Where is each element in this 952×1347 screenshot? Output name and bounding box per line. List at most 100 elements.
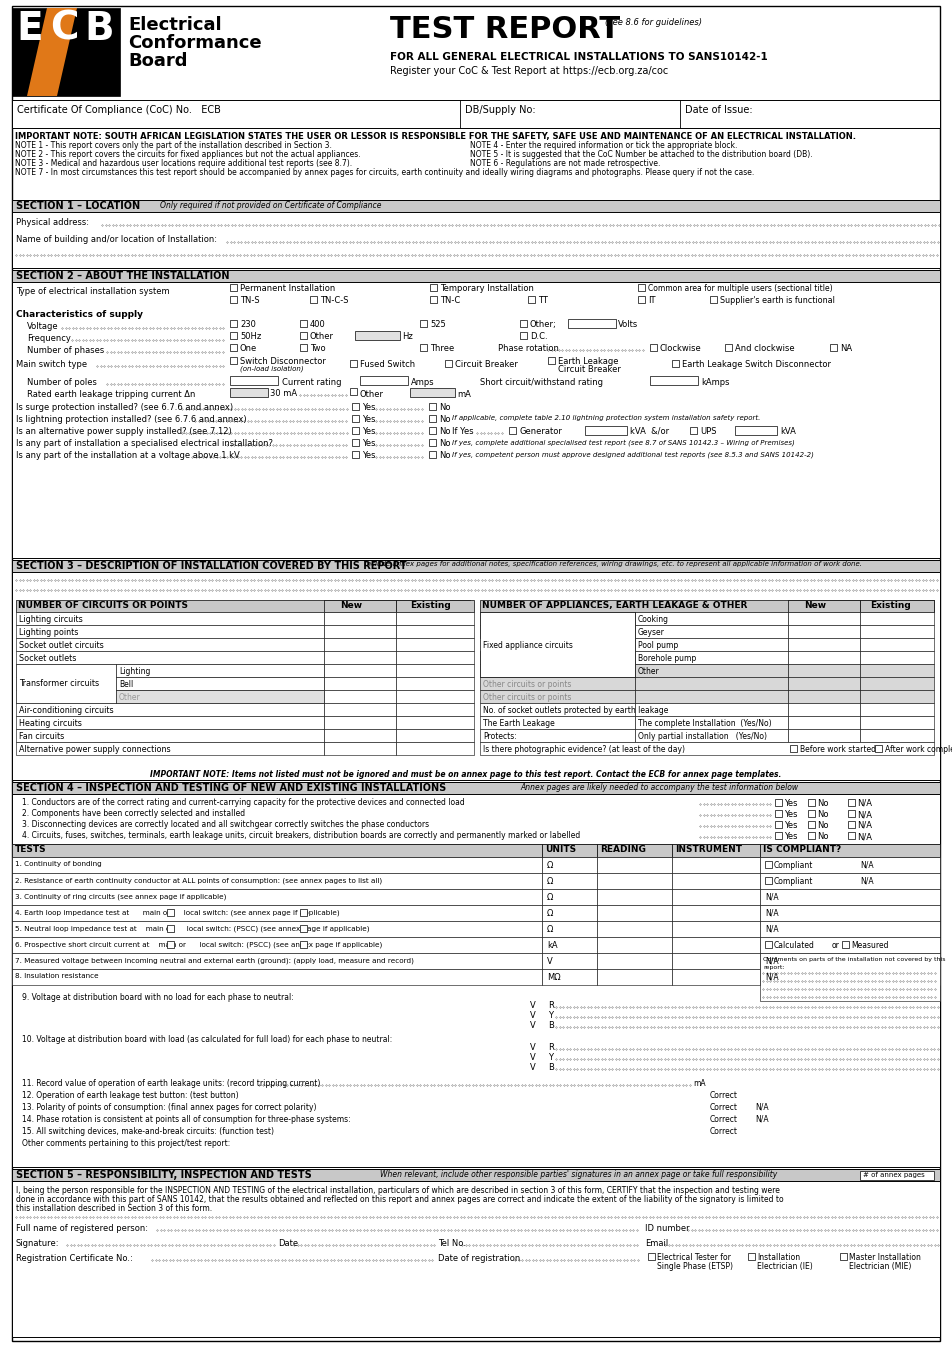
Bar: [352, 427, 359, 434]
Bar: [12, 905, 542, 921]
Text: Correct: Correct: [710, 1091, 738, 1100]
Text: Electrical Tester for: Electrical Tester for: [657, 1253, 731, 1262]
Bar: [808, 810, 815, 818]
Text: Clockwise: Clockwise: [660, 343, 702, 353]
Text: Lighting circuits: Lighting circuits: [19, 616, 83, 624]
Bar: [300, 321, 307, 327]
Bar: [638, 296, 645, 303]
Text: Ω: Ω: [547, 861, 553, 870]
Text: Yes: Yes: [784, 832, 798, 841]
Text: N/A: N/A: [755, 1115, 768, 1123]
Bar: [650, 376, 698, 385]
Bar: [735, 426, 777, 435]
Bar: [748, 1253, 755, 1259]
Text: ID number: ID number: [645, 1224, 689, 1233]
Bar: [597, 873, 672, 889]
Bar: [310, 296, 317, 303]
Bar: [300, 909, 307, 916]
Text: Transformer circuits: Transformer circuits: [19, 679, 99, 688]
Bar: [760, 952, 940, 1001]
Text: One: One: [240, 343, 257, 353]
Bar: [788, 612, 860, 625]
Bar: [672, 857, 760, 873]
Bar: [12, 8, 120, 96]
Text: Main switch type: Main switch type: [16, 360, 88, 369]
Bar: [12, 845, 940, 857]
Bar: [788, 599, 860, 612]
Text: UPS: UPS: [700, 427, 717, 436]
Bar: [396, 703, 474, 717]
Text: 400: 400: [310, 321, 326, 329]
Text: Is any part of installation a specialised electrical installation?: Is any part of installation a specialise…: [16, 439, 273, 449]
Bar: [808, 822, 815, 828]
Text: Comments on parts of the installation not covered by this: Comments on parts of the installation no…: [763, 956, 945, 962]
Text: or: or: [832, 942, 840, 950]
Bar: [12, 952, 542, 968]
Text: Three: Three: [430, 343, 454, 353]
Bar: [568, 319, 616, 329]
Text: N/A: N/A: [857, 822, 872, 830]
Bar: [760, 968, 940, 985]
Text: Fan circuits: Fan circuits: [19, 731, 64, 741]
Bar: [396, 690, 474, 703]
Text: mA: mA: [693, 1079, 705, 1088]
Bar: [635, 651, 788, 664]
Text: Protects:: Protects:: [483, 731, 517, 741]
Bar: [542, 857, 597, 873]
Text: TEST REPORT: TEST REPORT: [390, 15, 620, 44]
Text: Other;: Other;: [530, 321, 557, 329]
Text: Existing: Existing: [410, 601, 450, 610]
Text: kAmps: kAmps: [701, 379, 729, 387]
Text: Two: Two: [310, 343, 326, 353]
Text: Fixed appliance circuits: Fixed appliance circuits: [483, 641, 573, 651]
Text: 11. Record value of operation of earth leakage units: (record tripping current): 11. Record value of operation of earth l…: [22, 1079, 321, 1088]
Text: 6. Prospective short circuit current at    main or      local switch: (PSCC) (se: 6. Prospective short circuit current at …: [15, 942, 383, 947]
Bar: [429, 403, 436, 409]
Bar: [116, 690, 324, 703]
Bar: [635, 612, 788, 625]
Bar: [860, 729, 934, 742]
Bar: [16, 664, 324, 678]
Bar: [324, 678, 396, 690]
Text: kVA  &/or: kVA &/or: [630, 427, 669, 436]
Text: Only partial installation   (Yes/No): Only partial installation (Yes/No): [638, 731, 767, 741]
Text: Correct: Correct: [710, 1127, 738, 1136]
Text: Compliant: Compliant: [774, 877, 813, 886]
Text: Other: Other: [310, 331, 334, 341]
Text: Generator: Generator: [519, 427, 562, 436]
Bar: [12, 857, 542, 873]
Bar: [860, 599, 934, 612]
Bar: [808, 799, 815, 806]
Text: Other circuits or points: Other circuits or points: [483, 692, 571, 702]
Bar: [597, 905, 672, 921]
Text: Switch Disconnector: Switch Disconnector: [240, 357, 326, 366]
Bar: [848, 822, 855, 828]
Bar: [635, 729, 788, 742]
Text: The complete Installation  (Yes/No): The complete Installation (Yes/No): [638, 719, 772, 727]
Text: Yes: Yes: [362, 427, 375, 436]
Text: Other: Other: [638, 667, 660, 676]
Text: Socket outlets: Socket outlets: [19, 655, 76, 663]
Bar: [396, 625, 474, 638]
Bar: [429, 427, 436, 434]
Text: Number of phases: Number of phases: [27, 346, 105, 356]
Bar: [12, 560, 940, 572]
Bar: [12, 845, 542, 857]
Bar: [396, 717, 474, 729]
Text: Earth Leakage: Earth Leakage: [558, 357, 619, 366]
Text: TN-S: TN-S: [240, 296, 260, 304]
Bar: [520, 321, 527, 327]
Text: TT: TT: [538, 296, 547, 304]
Text: N/A: N/A: [755, 1103, 768, 1113]
Text: Hz: Hz: [402, 331, 413, 341]
Text: Correct: Correct: [710, 1103, 738, 1113]
Bar: [480, 742, 934, 756]
Bar: [775, 799, 782, 806]
Text: If yes, complete additional specialised test report (see 8.7 of SANS 10142.3 – W: If yes, complete additional specialised …: [452, 439, 795, 446]
Bar: [12, 1169, 940, 1181]
Bar: [324, 599, 396, 612]
Bar: [788, 651, 860, 664]
Bar: [528, 296, 535, 303]
Text: Yes: Yes: [362, 403, 375, 412]
Bar: [775, 832, 782, 839]
